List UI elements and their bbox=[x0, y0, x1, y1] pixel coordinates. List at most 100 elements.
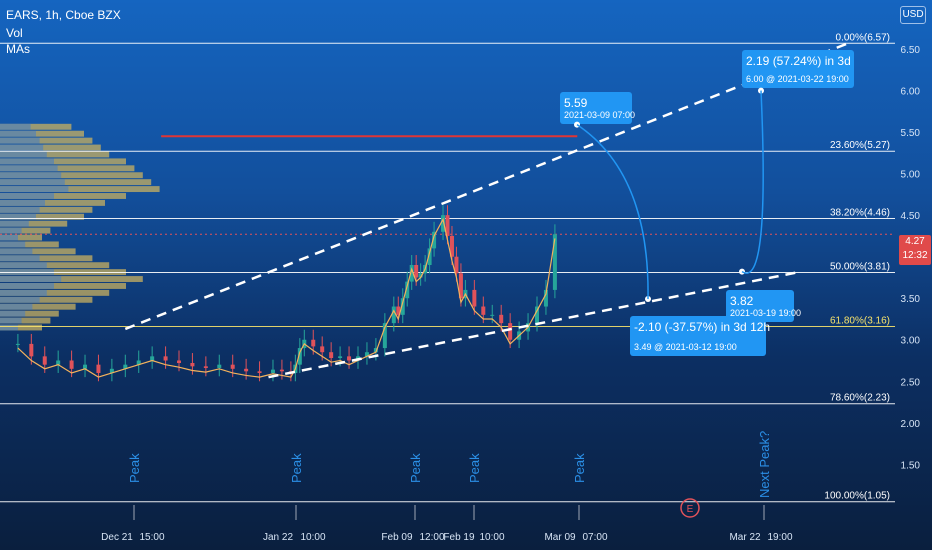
volume-profile-bar-inner bbox=[0, 255, 40, 262]
annotation-title: 5.59 bbox=[564, 96, 588, 110]
lower-trend-line bbox=[268, 270, 802, 379]
x-tick-label: 19:00 bbox=[767, 532, 792, 543]
annotation-point bbox=[758, 87, 764, 94]
volume-profile-bar bbox=[0, 262, 110, 269]
volume-profile-bar bbox=[0, 193, 126, 199]
volume-profile-bar bbox=[0, 144, 101, 151]
x-tick-label: Feb 19 bbox=[443, 532, 475, 543]
candle-body bbox=[230, 364, 235, 369]
candle-body bbox=[217, 364, 222, 368]
currency-button[interactable]: USD bbox=[900, 6, 926, 24]
ma-indicator-label[interactable]: MAs bbox=[6, 42, 30, 56]
candle-body bbox=[257, 371, 262, 373]
candle-body bbox=[320, 346, 325, 353]
volume-profile-bar-inner bbox=[0, 248, 33, 255]
earnings-event-label: E bbox=[687, 504, 694, 515]
volume-profile-bar-inner bbox=[0, 151, 47, 158]
annotation-box bbox=[630, 316, 766, 356]
peak-label: Peak bbox=[127, 453, 142, 483]
candle-body bbox=[445, 215, 450, 236]
volume-profile-bar-inner bbox=[0, 296, 40, 303]
candle-body bbox=[427, 248, 432, 265]
volume-profile-bar bbox=[0, 276, 143, 282]
candle-body bbox=[177, 360, 181, 363]
volume-profile-bar bbox=[0, 165, 135, 172]
volume-profile-bar bbox=[0, 123, 72, 130]
annotation-box bbox=[742, 50, 854, 88]
candle-body bbox=[552, 234, 557, 290]
projection-arc bbox=[741, 90, 764, 274]
volume-profile-bar-inner bbox=[0, 172, 62, 179]
candle-body bbox=[270, 369, 275, 373]
y-tick-label: 4.50 bbox=[901, 211, 921, 222]
moving-average-line bbox=[17, 217, 556, 378]
candle-body bbox=[96, 364, 101, 373]
last-price-tag: 4.27 12:32 bbox=[899, 235, 931, 265]
fib-level-label: 78.60%(2.23) bbox=[830, 393, 890, 404]
candle-body bbox=[508, 323, 513, 340]
peak-label: Peak bbox=[572, 453, 587, 483]
candle-body bbox=[454, 256, 459, 274]
y-tick-label: 5.50 bbox=[901, 128, 921, 139]
volume-profile-bar bbox=[0, 137, 93, 144]
fib-level-label: 50.00%(3.81) bbox=[830, 261, 890, 272]
volume-profile-bar-inner bbox=[0, 310, 26, 317]
volume-profile-bar-inner bbox=[0, 213, 36, 220]
earnings-event-marker bbox=[680, 498, 700, 518]
candle-body bbox=[123, 364, 128, 369]
candle-body bbox=[396, 306, 401, 315]
y-tick-label: 2.50 bbox=[901, 377, 921, 388]
candle-body bbox=[409, 265, 414, 282]
x-tick-label: Dec 21 bbox=[101, 532, 133, 543]
volume-profile-bar-inner bbox=[0, 193, 54, 199]
volume-profile-bar-inner bbox=[0, 317, 22, 324]
volume-profile-bar bbox=[0, 158, 126, 165]
volume-profile-bar-inner bbox=[0, 165, 58, 172]
volume-profile-bar bbox=[0, 151, 110, 158]
x-tick-label: 15:00 bbox=[139, 532, 164, 543]
volume-profile-bar bbox=[0, 310, 59, 317]
x-tick-label: 12:00 bbox=[419, 532, 444, 543]
volume-profile-bar bbox=[0, 227, 51, 234]
annotation-box bbox=[560, 92, 632, 124]
upper-trend-line bbox=[124, 41, 851, 331]
candle-body bbox=[279, 369, 284, 372]
volume-profile-bar-inner bbox=[0, 289, 47, 296]
candle-body bbox=[418, 273, 423, 278]
y-tick-label: 6.50 bbox=[901, 45, 921, 56]
volume-profile-bar-inner bbox=[0, 130, 36, 137]
volume-indicator-label[interactable]: Vol bbox=[6, 26, 23, 40]
fib-level-label: 61.80%(3.16) bbox=[830, 315, 890, 326]
candle-body bbox=[405, 281, 410, 299]
volume-profile-bar-inner bbox=[0, 206, 40, 213]
volume-profile-bar bbox=[0, 206, 93, 213]
candle-body bbox=[490, 314, 495, 316]
volume-profile-bar bbox=[0, 172, 143, 179]
candle-body bbox=[535, 306, 539, 324]
volume-profile-bar bbox=[0, 130, 84, 137]
candle-body bbox=[499, 314, 504, 324]
x-tick-label: 10:00 bbox=[300, 532, 325, 543]
volume-profile-bar bbox=[0, 213, 84, 220]
volume-profile-bar bbox=[0, 199, 105, 206]
candle-body bbox=[338, 356, 343, 359]
volume-profile-bar-inner bbox=[0, 324, 18, 331]
annotation-subtitle: 2021-03-19 19:00 bbox=[730, 308, 801, 318]
volume-profile-bar-inner bbox=[0, 137, 40, 144]
annotation-box bbox=[726, 290, 794, 322]
volume-profile-bar bbox=[0, 296, 93, 303]
candle-body bbox=[150, 356, 155, 361]
volume-profile-bar-inner bbox=[0, 123, 31, 130]
y-tick-label: 3.50 bbox=[901, 294, 921, 305]
x-tick-label: 07:00 bbox=[582, 532, 607, 543]
y-tick-label: 5.00 bbox=[901, 170, 921, 181]
candle-body bbox=[481, 306, 486, 315]
candle-body bbox=[391, 306, 396, 324]
volume-profile-bar-inner bbox=[0, 276, 62, 282]
candle-body bbox=[543, 289, 548, 307]
symbol-title[interactable]: EARS, 1h, Cboe BZX bbox=[6, 8, 121, 22]
fib-level-label: 23.60%(5.27) bbox=[830, 140, 890, 151]
last-price-value: 4.27 bbox=[905, 236, 925, 247]
